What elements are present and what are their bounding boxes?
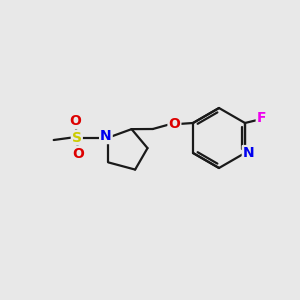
Text: O: O [69,114,81,128]
Text: S: S [72,130,82,145]
Text: N: N [243,146,254,160]
Text: O: O [169,118,180,131]
Text: N: N [100,129,112,143]
Text: F: F [257,112,266,125]
Text: O: O [72,147,84,161]
